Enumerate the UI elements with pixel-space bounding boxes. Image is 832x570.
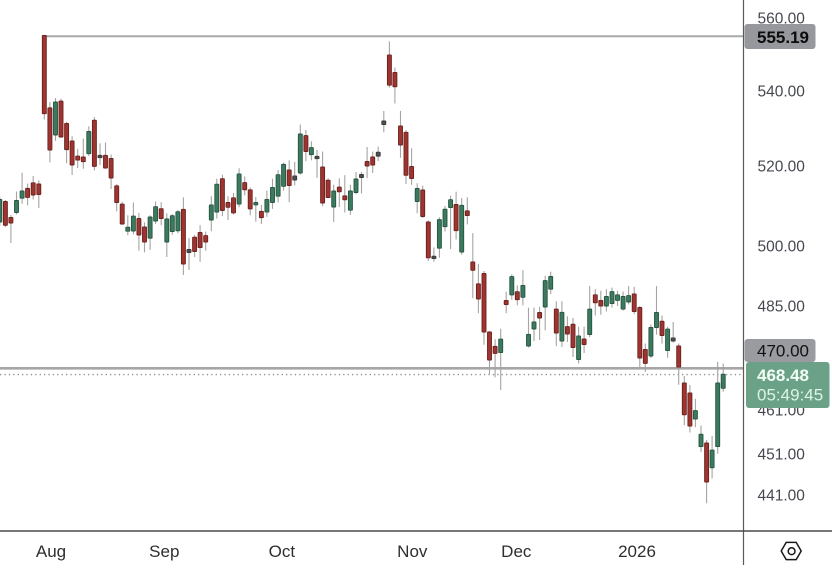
svg-text:05:49:45: 05:49:45 [757, 386, 823, 405]
svg-text:Aug: Aug [36, 542, 66, 561]
svg-text:451.00: 451.00 [758, 446, 806, 463]
svg-text:540.00: 540.00 [758, 83, 806, 100]
svg-text:Nov: Nov [397, 542, 428, 561]
svg-text:468.48: 468.48 [757, 366, 809, 385]
svg-text:520.00: 520.00 [758, 158, 806, 175]
svg-text:Sep: Sep [149, 542, 179, 561]
svg-text:555.19: 555.19 [757, 28, 809, 47]
svg-text:Oct: Oct [269, 542, 296, 561]
svg-text:470.00: 470.00 [757, 341, 809, 360]
svg-text:Dec: Dec [501, 542, 532, 561]
svg-text:560.00: 560.00 [758, 10, 806, 27]
svg-text:485.00: 485.00 [758, 298, 806, 315]
svg-text:500.00: 500.00 [758, 238, 806, 255]
svg-text:2026: 2026 [618, 542, 656, 561]
svg-text:441.00: 441.00 [758, 487, 806, 504]
